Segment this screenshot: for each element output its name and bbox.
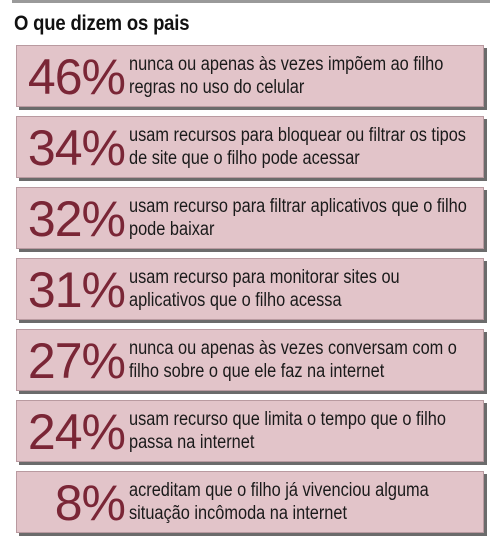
stat-percent: 32% bbox=[27, 191, 126, 247]
stat-percent: 8% bbox=[54, 475, 126, 531]
page-title: O que dizem os pais bbox=[14, 12, 190, 35]
stat-card: 24% usam recurso que limita o tempo que … bbox=[16, 400, 484, 462]
stat-description: nunca ou apenas às vezes conversam com o… bbox=[129, 338, 457, 382]
stat-percent: 34% bbox=[27, 120, 126, 176]
top-divider bbox=[12, 0, 490, 3]
stat-card: 32% usam recurso para filtrar aplicativo… bbox=[16, 187, 484, 249]
stat-description: nunca ou apenas às vezes impõem ao filho… bbox=[129, 54, 444, 98]
stat-percent: 31% bbox=[27, 262, 126, 318]
stat-description: usam recursos para bloquear ou filtrar o… bbox=[129, 125, 466, 169]
stat-percent: 46% bbox=[27, 49, 126, 105]
stat-card: 31% usam recurso para monitorar sites ou… bbox=[16, 258, 484, 320]
stat-description: acreditam que o filho já vivenciou algum… bbox=[129, 480, 429, 524]
stat-description: usam recurso para monitorar sites ou apl… bbox=[129, 267, 400, 311]
stat-card: 27% nunca ou apenas às vezes conversam c… bbox=[16, 329, 484, 391]
stat-description: usam recurso para filtrar aplicativos qu… bbox=[129, 196, 467, 240]
stat-percent: 27% bbox=[27, 333, 126, 389]
stat-description: usam recurso que limita o tempo que o fi… bbox=[129, 409, 446, 453]
stat-card: 8% acreditam que o filho já vivenciou al… bbox=[16, 471, 484, 533]
stats-list: 46% nunca ou apenas às vezes impõem ao f… bbox=[0, 45, 500, 542]
stat-card: 46% nunca ou apenas às vezes impõem ao f… bbox=[16, 45, 484, 107]
stat-card: 34% usam recursos para bloquear ou filtr… bbox=[16, 116, 484, 178]
stat-percent: 24% bbox=[27, 404, 126, 460]
